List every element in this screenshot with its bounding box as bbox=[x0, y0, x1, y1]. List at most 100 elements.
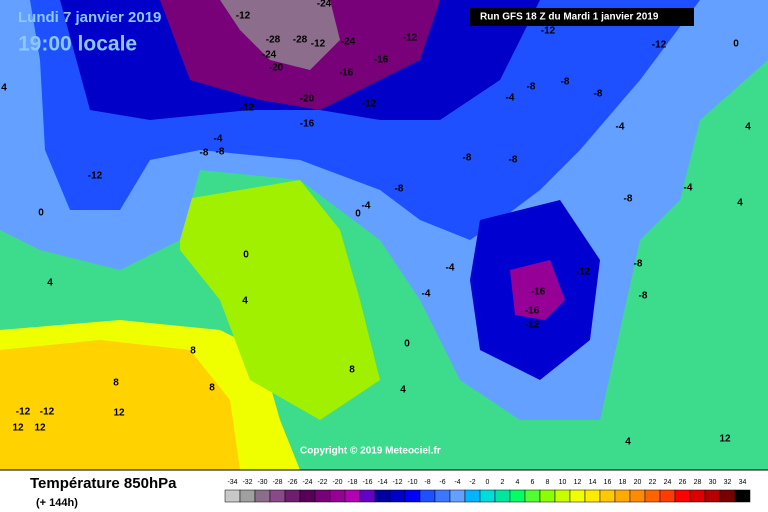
legend-swatch bbox=[569, 489, 586, 503]
legend-swatch bbox=[659, 489, 676, 503]
map-label: -12 bbox=[88, 171, 103, 182]
legend-value: 20 bbox=[634, 479, 642, 486]
map-label: 0 bbox=[404, 339, 410, 350]
legend-value: 10 bbox=[559, 479, 567, 486]
legend-value: 30 bbox=[709, 479, 717, 486]
legend-swatch bbox=[629, 489, 646, 503]
legend-value: -30 bbox=[257, 479, 267, 486]
legend-value: -18 bbox=[347, 479, 357, 486]
legend-swatch bbox=[479, 489, 496, 503]
legend-swatch bbox=[344, 489, 361, 503]
map-label: -16 bbox=[339, 68, 354, 79]
run-info: Run GFS 18 Z du Mardi 1 janvier 2019 bbox=[480, 12, 659, 23]
map-label: -24 bbox=[262, 50, 277, 61]
map-label: 12 bbox=[719, 434, 731, 445]
map-label: -8 bbox=[509, 155, 518, 166]
legend-value: -22 bbox=[317, 479, 327, 486]
footer-lead: (+ 144h) bbox=[36, 497, 78, 509]
legend-value: 28 bbox=[694, 479, 702, 486]
forecast-date: Lundi 7 janvier 2019 bbox=[18, 9, 161, 26]
map-label: 4 bbox=[745, 122, 751, 133]
map-label: -24 bbox=[341, 37, 356, 48]
map-label: -8 bbox=[561, 77, 570, 88]
legend-swatch bbox=[314, 489, 331, 503]
legend-swatch bbox=[734, 489, 751, 503]
map-label: -16 bbox=[300, 119, 315, 130]
map-label: 8 bbox=[113, 378, 119, 389]
map-label: 8 bbox=[190, 346, 196, 357]
legend: -34 -32 -30 -28 -26 -24 -22 -20 -18 -16 -14 -12 -10-… bbox=[224, 479, 751, 503]
map-label: 8 bbox=[209, 383, 215, 394]
copyright: Copyright © 2019 Meteociel.fr bbox=[300, 446, 441, 457]
legend-value: -6 bbox=[439, 479, 445, 486]
map-label: -8 bbox=[200, 148, 209, 159]
legend-value: 26 bbox=[679, 479, 687, 486]
map-label: -4 bbox=[446, 263, 455, 274]
map-labels: -12-24-28-24-28 -12 -24-20 -16-16-12-12-12-… bbox=[1, 0, 751, 448]
map-label: -4 bbox=[214, 134, 223, 145]
map-label: -4 bbox=[684, 183, 693, 194]
legend-swatch bbox=[689, 489, 706, 503]
map-label: -12 bbox=[525, 320, 540, 331]
map-label: 4 bbox=[400, 385, 406, 396]
map-label: 8 bbox=[349, 365, 355, 376]
legend-value: 0 bbox=[486, 479, 490, 486]
legend-value: -2 bbox=[469, 479, 475, 486]
map-label: -20 bbox=[269, 63, 284, 74]
map-label: 4 bbox=[1, 83, 7, 94]
map-label: -20 bbox=[300, 94, 315, 105]
legend-value: 24 bbox=[664, 479, 672, 486]
legend-value: -8 bbox=[424, 479, 430, 486]
legend-swatch bbox=[269, 489, 286, 503]
map-background bbox=[0, 0, 768, 471]
legend-value: -10 bbox=[407, 479, 417, 486]
legend-swatch bbox=[644, 489, 661, 503]
map-label: -8 bbox=[527, 82, 536, 93]
map-label: 0 bbox=[38, 208, 44, 219]
legend-swatch bbox=[224, 489, 241, 503]
legend-value: -20 bbox=[332, 479, 342, 486]
legend-value: -28 bbox=[272, 479, 282, 486]
legend-swatch bbox=[584, 489, 601, 503]
map-label: -4 bbox=[362, 201, 371, 212]
map-label: -16 bbox=[531, 287, 546, 298]
legend-swatch bbox=[254, 489, 271, 503]
map-label: -4 bbox=[422, 289, 431, 300]
map-label: 4 bbox=[625, 437, 631, 448]
legend-swatch bbox=[239, 489, 256, 503]
map-label: -8 bbox=[634, 259, 643, 270]
legend-swatch bbox=[599, 489, 616, 503]
map-label: 12 bbox=[12, 423, 24, 434]
legend-value: 6 bbox=[531, 479, 535, 486]
legend-value: 16 bbox=[604, 479, 612, 486]
legend-swatch bbox=[374, 489, 391, 503]
legend-swatch bbox=[719, 489, 736, 503]
map-label: -24 bbox=[317, 0, 332, 10]
forecast-time: 19:00 locale bbox=[18, 33, 137, 56]
map-label: 4 bbox=[242, 296, 248, 307]
map-label: -28 bbox=[266, 35, 281, 46]
legend-value: 22 bbox=[649, 479, 657, 486]
map-label: -16 bbox=[525, 306, 540, 317]
legend-value: 4 bbox=[516, 479, 520, 486]
map-label: 12 bbox=[34, 423, 46, 434]
map-label: 0 bbox=[733, 39, 739, 50]
map-label: -12 bbox=[311, 39, 326, 50]
legend-value: 12 bbox=[574, 479, 582, 486]
map-label: -8 bbox=[639, 291, 648, 302]
legend-swatch bbox=[524, 489, 541, 503]
map-label: -12 bbox=[236, 11, 251, 22]
legend-swatch bbox=[329, 489, 346, 503]
map-label: -8 bbox=[216, 147, 225, 158]
legend-value: 18 bbox=[619, 479, 627, 486]
legend-swatch bbox=[449, 489, 466, 503]
map-label: -8 bbox=[395, 184, 404, 195]
map-label: -12 bbox=[576, 267, 591, 278]
map-label: 4 bbox=[47, 278, 53, 289]
map-label: -4 bbox=[616, 122, 625, 133]
map-label: 0 bbox=[243, 250, 249, 261]
legend-swatch bbox=[404, 489, 421, 503]
legend-swatch bbox=[464, 489, 481, 503]
legend-value: -24 bbox=[302, 479, 312, 486]
